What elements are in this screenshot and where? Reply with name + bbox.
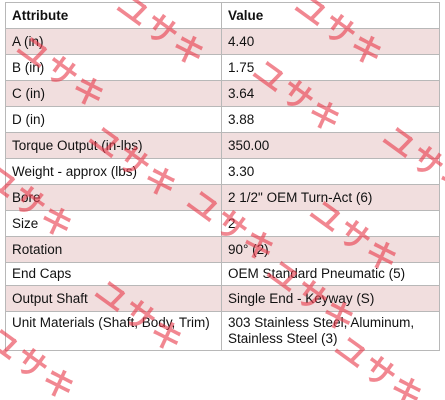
attribute-cell: Size: [5, 210, 222, 237]
table-row: Unit Materials (Shaft, Body, Trim) 303 S…: [5, 311, 440, 351]
attribute-cell: D (in): [5, 106, 222, 133]
table-row: Size 2: [5, 210, 440, 237]
value-cell: 3.88: [221, 106, 440, 133]
table-row: Weight - approx (lbs) 3.30: [5, 158, 440, 185]
attribute-cell: Bore: [5, 184, 222, 211]
table-row: Torque Output (in-lbs) 350.00: [5, 132, 440, 159]
table-row: End Caps OEM Standard Pneumatic (5): [5, 262, 440, 286]
attribute-cell: A (in): [5, 28, 222, 55]
value-cell: 2: [221, 210, 440, 237]
table-row: Rotation 90° (2): [5, 236, 440, 263]
value-cell: 1.75: [221, 54, 440, 81]
table-row: Bore 2 1/2" OEM Turn-Act (6): [5, 184, 440, 211]
value-cell: 3.30: [221, 158, 440, 185]
value-cell: 4.40: [221, 28, 440, 55]
value-cell: Single End - Keyway (S): [221, 285, 440, 312]
spec-table: Attribute Value A (in) 4.40 B (in) 1.75 …: [5, 2, 440, 351]
value-cell: 2 1/2" OEM Turn-Act (6): [221, 184, 440, 211]
table-row: Output Shaft Single End - Keyway (S): [5, 285, 440, 312]
attribute-column-header: Attribute: [5, 2, 222, 29]
attribute-cell: Torque Output (in-lbs): [5, 132, 222, 159]
attribute-cell: Weight - approx (lbs): [5, 158, 222, 185]
attribute-cell: Unit Materials (Shaft, Body, Trim): [5, 311, 222, 351]
value-cell: 3.64: [221, 80, 440, 107]
value-cell: OEM Standard Pneumatic (5): [221, 262, 440, 286]
value-column-header: Value: [221, 2, 440, 29]
attribute-cell: Output Shaft: [5, 285, 222, 312]
table-row: C (in) 3.64: [5, 80, 440, 107]
value-cell: 90° (2): [221, 236, 440, 263]
value-cell: 303 Stainless Steel, Aluminum, Stainless…: [221, 311, 440, 351]
attribute-cell: End Caps: [5, 262, 222, 286]
attribute-cell: C (in): [5, 80, 222, 107]
attribute-cell: Rotation: [5, 236, 222, 263]
attribute-cell: B (in): [5, 54, 222, 81]
table-row: D (in) 3.88: [5, 106, 440, 133]
value-cell: 350.00: [221, 132, 440, 159]
header-row: Attribute Value: [5, 2, 440, 29]
table-row: A (in) 4.40: [5, 28, 440, 55]
table-row: B (in) 1.75: [5, 54, 440, 81]
